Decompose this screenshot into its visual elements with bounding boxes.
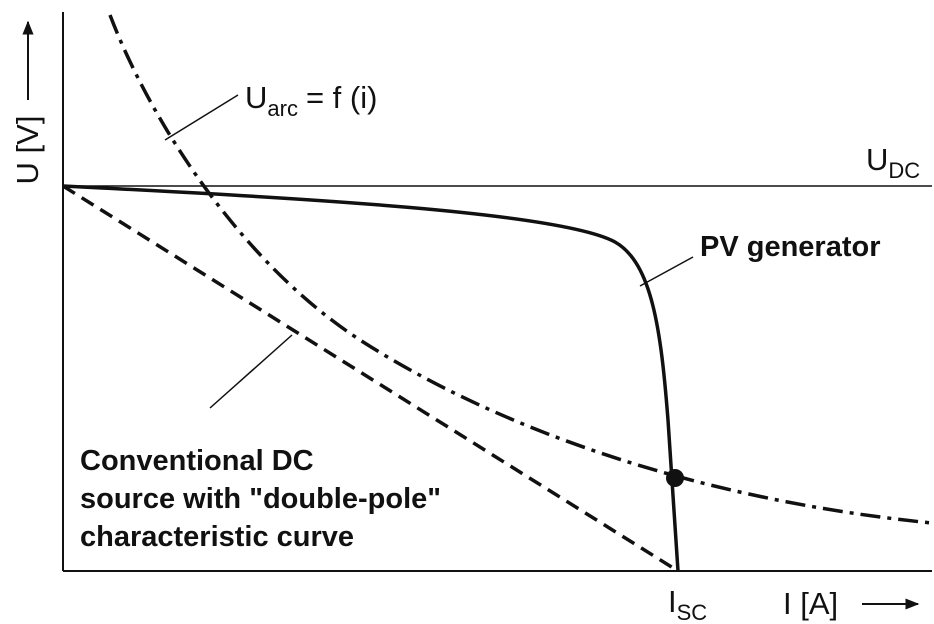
conventional-line: Conventional DC (80, 445, 314, 477)
isc-label: ISC (668, 584, 707, 624)
conventional-line: source with "double-pole" (80, 483, 441, 515)
isc-main: I (668, 584, 677, 619)
pv-curve (62, 184, 680, 572)
intersection-point (666, 469, 684, 487)
conventional-curve (62, 184, 679, 573)
y-axis-label: U [V] (10, 116, 45, 185)
pv-label: PV generator (700, 231, 881, 263)
uarc-main: U (245, 80, 267, 115)
isc-sub: SC (677, 600, 708, 624)
leader-line (164, 94, 239, 141)
leader-line (209, 334, 293, 409)
conventional-line: characteristic curve (80, 521, 354, 553)
udc-label: UDC (866, 142, 920, 183)
x-axis-label: I [A] (783, 586, 838, 621)
leader-line (639, 256, 694, 287)
uarc-rest: = f (i) (306, 80, 377, 115)
udc-sub: DC (888, 158, 920, 183)
uarc-label: Uarc = f (i) (245, 80, 377, 121)
udc-main: U (866, 142, 888, 177)
uarc-sub: arc (267, 96, 298, 121)
arc-curve (108, 14, 933, 525)
